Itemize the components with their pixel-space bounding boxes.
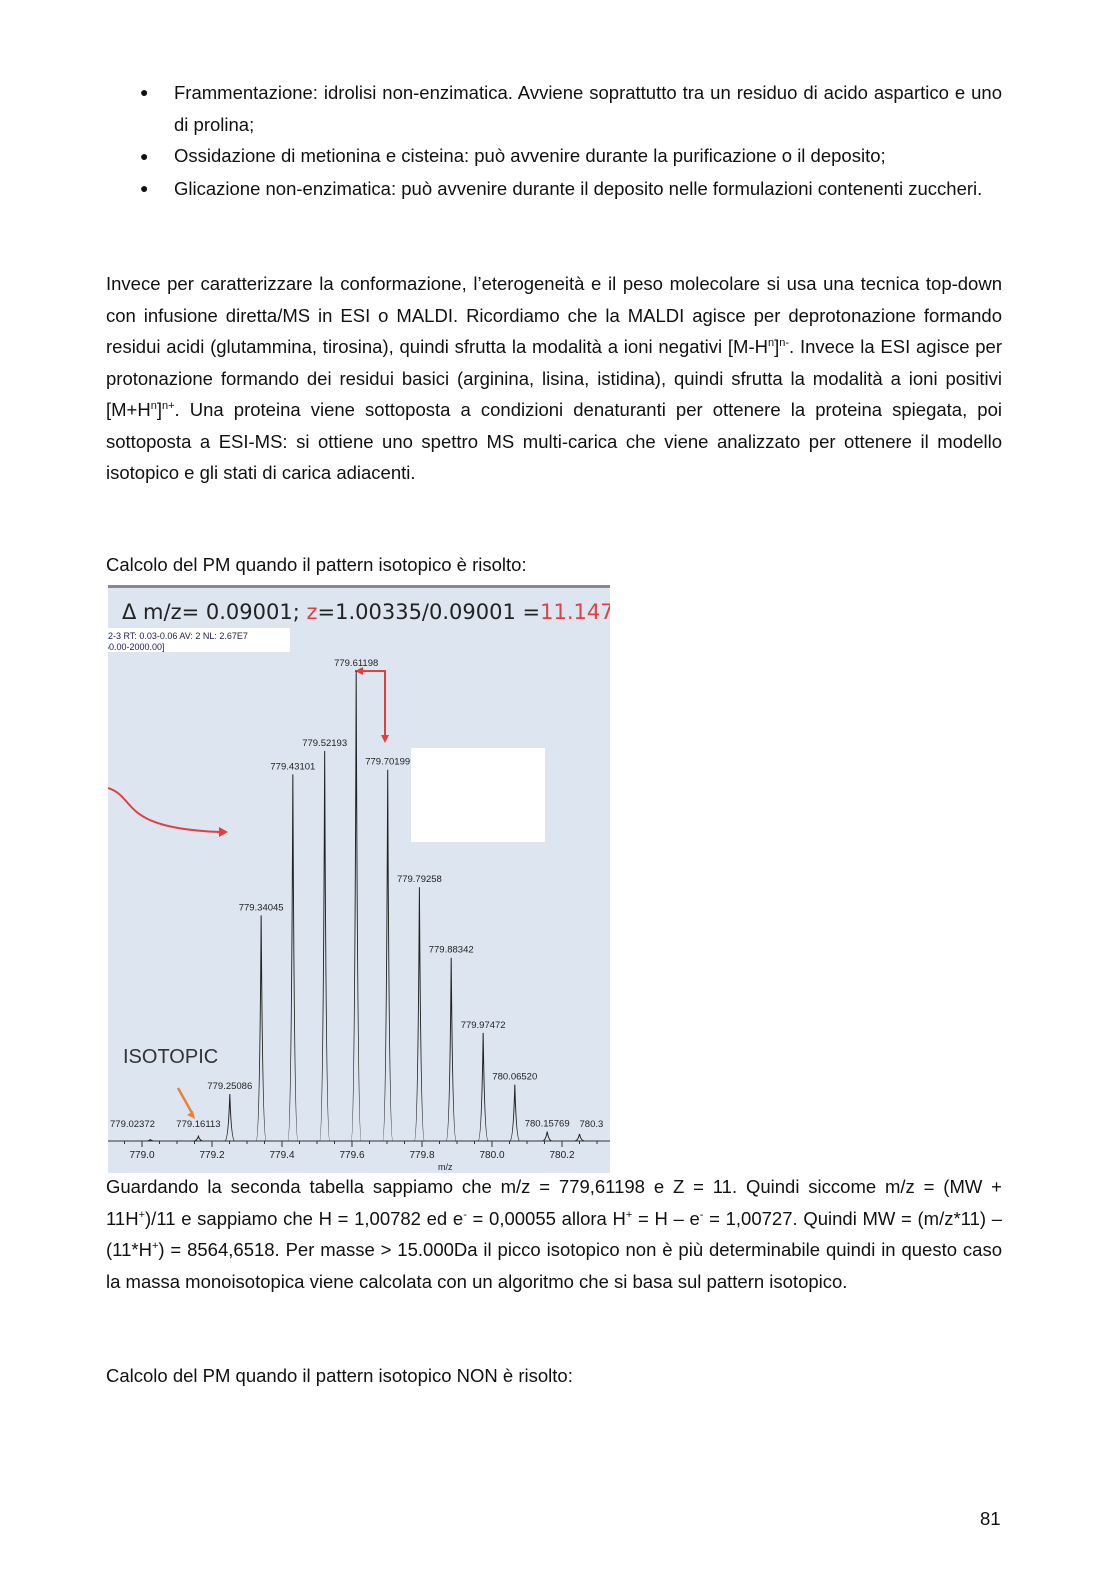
spectrum-peak	[509, 1084, 521, 1142]
caption-resolved: Calcolo del PM quando il pattern isotopi…	[106, 554, 527, 575]
bullet-item: Glicazione non-enzimatica: può avvenire …	[174, 178, 983, 199]
arrow-head	[219, 827, 228, 837]
paragraph-calculation: Guardando la seconda tabella sappiamo ch…	[106, 1176, 1003, 1292]
spectrum-peak	[574, 1133, 585, 1142]
x-tick-label: 779.2	[199, 1150, 224, 1161]
range-info: 50.00-2000.00]	[108, 642, 165, 652]
arrow-head	[187, 1111, 195, 1119]
page-number: 81	[980, 1508, 1001, 1529]
spectrum-peak	[413, 887, 425, 1142]
peak-label: 779.52193	[302, 738, 347, 749]
peak-label: 779.16113	[176, 1119, 220, 1130]
x-tick-label: 780.0	[479, 1150, 504, 1161]
arrow-heads	[355, 667, 389, 743]
blank-box	[411, 748, 545, 842]
peak-label: 779.88342	[429, 945, 474, 956]
x-tick-label: 779.0	[129, 1150, 154, 1161]
spectrum-peak	[287, 774, 299, 1142]
figure-title: Δ m/z= 0.09001; z=1.00335/0.09001 =11.14…	[122, 600, 610, 624]
spectrum-peak	[477, 1032, 489, 1142]
bullet-icon: ●	[140, 148, 149, 164]
red-curve-arrow	[108, 787, 221, 833]
spectrum-peak	[255, 915, 267, 1142]
spectrum-peak	[382, 769, 394, 1142]
spectrum-peak	[542, 1131, 553, 1142]
spectrum-peak	[193, 1134, 204, 1142]
peak-label: 780.15769	[525, 1119, 570, 1130]
peak-label: 779.34045	[239, 902, 284, 913]
x-tick-label: 780.2	[549, 1150, 574, 1161]
bullet-icon: ●	[140, 84, 149, 100]
isotopic-label: ISOTOPIC	[123, 1046, 218, 1068]
peak-label: 780.3	[580, 1119, 604, 1130]
peak-label: 779.70199	[365, 757, 410, 768]
spectrum-peak	[224, 1093, 236, 1142]
bullet-item: Frammentazione: idrolisi non-enzimatica.…	[174, 82, 1002, 135]
scan-info: 2-3 RT: 0.03-0.06 AV: 2 NL: 2.67E7	[108, 631, 248, 641]
peak-label: 779.25086	[207, 1081, 252, 1092]
paragraph-topdown: Invece per caratterizzare la conformazio…	[106, 273, 1002, 483]
spectrum-peak	[445, 957, 457, 1142]
peak-label: 780.06520	[492, 1072, 537, 1083]
orange-arrow	[176, 1087, 194, 1114]
spectrum-peak	[319, 750, 331, 1142]
mass-spectrum-figure: Δ m/z= 0.09001; z=1.00335/0.09001 =11.14…	[108, 585, 610, 1173]
x-tick-label: 779.6	[339, 1150, 364, 1161]
info-box	[108, 628, 290, 652]
peak-label: 779.61198	[334, 658, 378, 669]
peak-label: 779.43101	[270, 761, 315, 772]
caption-unresolved: Calcolo del PM quando il pattern isotopi…	[106, 1365, 573, 1386]
bullet-item: Ossidazione di metionina e cisteina: può…	[174, 145, 886, 166]
red-arrow	[355, 670, 386, 738]
spectrum-peak	[350, 670, 362, 1142]
x-tick-label: 779.4	[269, 1150, 294, 1161]
peak-label: 779.97472	[461, 1020, 506, 1031]
peak-label: 779.02372	[110, 1119, 155, 1130]
x-tick-label: 779.8	[409, 1150, 434, 1161]
bullet-icon: ●	[140, 180, 149, 196]
x-axis-label: m/z	[438, 1162, 453, 1172]
peak-label: 779.79258	[397, 874, 442, 885]
